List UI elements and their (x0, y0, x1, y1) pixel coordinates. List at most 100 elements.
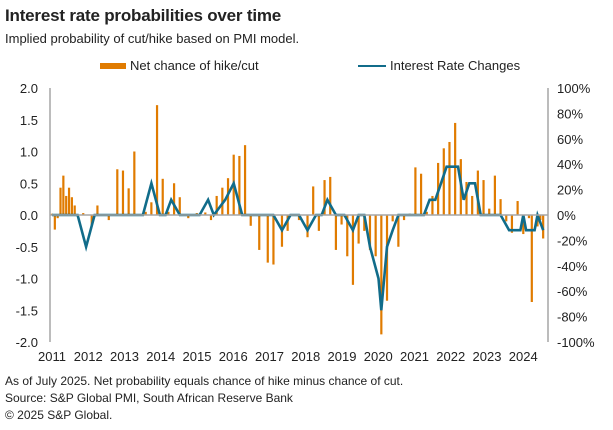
bar (516, 201, 519, 215)
bar (493, 175, 496, 215)
right-axis-tick-label: -60% (557, 284, 588, 299)
bar (286, 215, 289, 231)
bar (482, 180, 485, 215)
left-axis-tick-label: 2.0 (20, 81, 38, 96)
x-axis-tick-label: 2013 (110, 349, 139, 364)
bar (442, 148, 445, 215)
x-axis-tick-label: 2018 (291, 349, 320, 364)
bar (73, 205, 76, 215)
bar (329, 176, 332, 215)
bar (306, 215, 309, 238)
bar (96, 205, 99, 215)
bar (346, 215, 349, 257)
left-axis-tick-label: -2.0 (16, 335, 38, 350)
bar (505, 215, 508, 222)
bar (510, 215, 514, 233)
bar (363, 215, 366, 231)
bar (397, 215, 400, 247)
right-axis-tick-label: -40% (557, 259, 588, 274)
bar (419, 173, 423, 215)
bar (221, 187, 224, 215)
left-axis-tick-label: -0.5 (16, 240, 38, 255)
left-axis-tick-label: 0.0 (20, 208, 38, 223)
bar (312, 186, 315, 215)
right-axis-tick-label: -80% (557, 310, 588, 325)
bar (144, 211, 147, 215)
bar (499, 199, 502, 215)
bar (62, 175, 65, 215)
bar (334, 215, 338, 250)
bar (116, 169, 119, 215)
chart-subtitle: Implied probability of cut/hike based on… (5, 31, 300, 46)
bar (65, 195, 68, 215)
bar (527, 215, 531, 219)
footer-note: As of July 2025. Net probability equals … (5, 374, 404, 388)
bar (243, 145, 247, 215)
bar (488, 208, 491, 215)
legend-item-line: Interest Rate Changes (358, 58, 520, 73)
legend-line-swatch (358, 64, 386, 67)
x-axis-tick-label: 2021 (400, 349, 429, 364)
bar (209, 215, 213, 221)
bar (238, 155, 241, 215)
bar (150, 202, 153, 215)
legend-bar-label: Net chance of hike/cut (130, 58, 259, 73)
bar (107, 215, 110, 221)
x-axis-tick-label: 2015 (183, 349, 212, 364)
legend-item-bars: Net chance of hike/cut (100, 58, 259, 73)
x-axis-tick-label: 2022 (436, 349, 465, 364)
bar (323, 180, 326, 215)
bar (56, 215, 59, 219)
x-axis-tick-label: 2023 (473, 349, 502, 364)
left-axis-tick-label: -1.0 (16, 272, 38, 287)
left-axis-tick-label: 0.5 (20, 176, 38, 191)
bar (522, 215, 525, 235)
right-axis-tick-label: 100% (557, 81, 591, 96)
left-axis-tick-label: 1.5 (20, 113, 38, 128)
legend-line-label: Interest Rate Changes (390, 58, 521, 73)
x-axis-tick-label: 2012 (74, 349, 103, 364)
bar (357, 215, 360, 244)
bar (161, 178, 164, 215)
bar (53, 215, 56, 230)
bar (155, 105, 159, 215)
bar (178, 197, 181, 215)
right-axis-tick-label: 80% (557, 106, 583, 121)
bar (215, 195, 218, 215)
bar (317, 215, 320, 231)
bar (431, 195, 434, 215)
x-axis-tick-label: 2020 (364, 349, 393, 364)
chart-title: Interest rate probabilities over time (5, 6, 282, 25)
x-axis-tick-label: 2019 (328, 349, 357, 364)
footer-copyright: © 2025 S&P Global. (5, 408, 113, 422)
bar (374, 215, 377, 257)
bar (380, 215, 383, 335)
bar (67, 187, 71, 215)
bar (266, 215, 269, 263)
left-axis-tick-label: -1.5 (16, 303, 38, 318)
x-axis-tick-label: 2017 (255, 349, 284, 364)
bar (121, 170, 125, 215)
bar (70, 197, 73, 215)
bar (351, 215, 355, 285)
bar (448, 141, 451, 215)
bar (425, 211, 428, 215)
x-axis-tick-label: 2016 (219, 349, 248, 364)
x-axis-tick-label: 2014 (146, 349, 175, 364)
bar (530, 215, 533, 302)
bar (272, 215, 275, 265)
bar (172, 183, 176, 215)
bar (414, 167, 417, 215)
right-axis-tick-label: 0% (557, 208, 576, 223)
bar (402, 215, 406, 221)
x-axis-tick-label: 2011 (38, 349, 66, 364)
bar (391, 215, 394, 222)
bar (471, 195, 474, 215)
left-axis-tick-label: 1.0 (20, 145, 38, 160)
bar (133, 151, 136, 215)
bar (249, 215, 252, 226)
bar (82, 213, 85, 215)
right-axis-tick-label: -100% (557, 335, 595, 350)
bar (90, 215, 93, 226)
